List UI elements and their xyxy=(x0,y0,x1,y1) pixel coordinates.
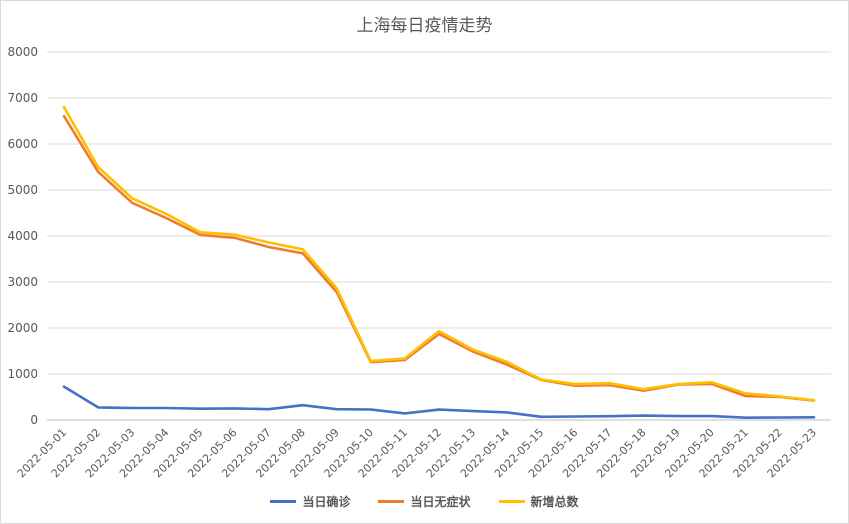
y-tick-label: 8000 xyxy=(7,45,38,59)
gridlines xyxy=(47,51,831,421)
y-tick-label: 4000 xyxy=(7,229,38,243)
series-line-3 xyxy=(62,105,816,402)
legend-label: 新增总数 xyxy=(530,495,579,509)
chart-title: 上海每日疫情走势 xyxy=(356,16,493,36)
legend-item-2: 当日无症状 xyxy=(378,493,471,510)
y-tick-label: 7000 xyxy=(7,91,38,105)
legend-swatch xyxy=(270,500,297,503)
legend-label: 当日无症状 xyxy=(410,495,471,509)
y-tick-label: 2000 xyxy=(7,321,38,335)
y-tick-label: 0 xyxy=(30,413,38,427)
legend-swatch xyxy=(378,500,405,503)
y-tick-label: 6000 xyxy=(7,137,38,151)
legend: 当日确诊 当日无症状 新增总数 xyxy=(1,493,848,510)
legend-swatch xyxy=(498,500,525,503)
y-axis-ticks: 0 1000 2000 3000 4000 5000 6000 7000 8000 xyxy=(7,45,38,427)
series-lines xyxy=(62,105,816,420)
legend-item-3: 新增总数 xyxy=(498,493,579,510)
y-tick-label: 5000 xyxy=(7,183,38,197)
x-axis-ticks: 2022-05-012022-05-022022-05-032022-05-04… xyxy=(15,426,819,480)
series-line-2 xyxy=(62,114,816,402)
series-line-1 xyxy=(62,385,816,420)
y-tick-label: 3000 xyxy=(7,275,38,289)
legend-item-1: 当日确诊 xyxy=(270,493,350,510)
y-tick-label: 1000 xyxy=(7,367,38,381)
legend-label: 当日确诊 xyxy=(302,495,351,509)
